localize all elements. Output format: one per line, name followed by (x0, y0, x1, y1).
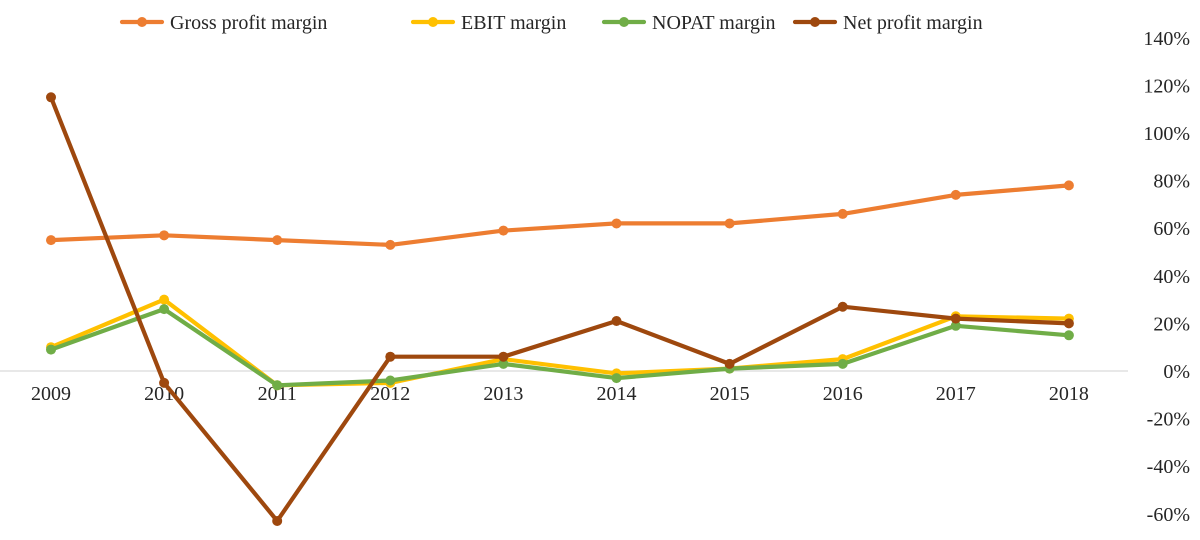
data-point (611, 316, 622, 327)
x-tick-label: 2013 (483, 383, 523, 405)
x-tick-label: 2018 (1049, 383, 1089, 405)
legend-item: Net profit margin (792, 12, 983, 34)
legend-label: Gross profit margin (170, 12, 327, 34)
data-point (1063, 318, 1074, 329)
series-line (48, 307, 1072, 388)
data-point (950, 189, 961, 200)
data-point (46, 344, 56, 355)
y-tick-label: 140% (1143, 28, 1190, 50)
data-point (950, 320, 961, 331)
data-point (385, 375, 396, 386)
y-tick-label: -20% (1147, 409, 1190, 431)
legend-label: NOPAT margin (652, 12, 776, 34)
y-tick-label: 20% (1153, 313, 1190, 335)
data-point (385, 239, 396, 250)
data-point (498, 225, 509, 236)
y-tick-label: 100% (1143, 123, 1190, 145)
series-net-profit-margin (46, 92, 1074, 526)
data-point (837, 301, 848, 312)
data-point (837, 208, 848, 219)
data-point (385, 351, 396, 362)
data-point (724, 358, 735, 369)
legend-label: EBIT margin (461, 12, 566, 34)
y-tick-label: 120% (1143, 75, 1190, 97)
data-point (272, 235, 283, 246)
data-point (724, 218, 735, 229)
data-point (498, 358, 509, 369)
y-tick-label: -60% (1147, 504, 1190, 526)
data-point (159, 230, 170, 241)
legend-label: Net profit margin (843, 12, 983, 34)
series-ebit-margin (46, 294, 1074, 391)
data-point (611, 373, 622, 384)
x-tick-label: 2014 (597, 383, 637, 405)
y-axis: -60% -40% -20% 0% 20% 40% 60% 80% 100% 120% 140% (1143, 28, 1190, 526)
series-line (48, 95, 1072, 524)
x-tick-label: 2017 (936, 383, 976, 405)
legend-swatch-marker (810, 17, 820, 27)
legend-swatch-marker (428, 17, 438, 27)
data-point (46, 92, 56, 103)
data-point (611, 218, 622, 229)
legend: Gross profit margin EBIT margin NOPAT marg… (119, 12, 983, 34)
data-point (159, 377, 170, 388)
data-point (272, 380, 283, 391)
x-tick-label: 2010 (144, 383, 184, 405)
x-tick-label: 2009 (31, 383, 71, 405)
y-tick-label: 40% (1153, 266, 1190, 288)
x-tick-label: 2015 (710, 383, 750, 405)
data-point (837, 358, 848, 369)
data-point (498, 351, 509, 362)
x-tick-label: 2016 (823, 383, 863, 405)
y-tick-label: 60% (1153, 218, 1190, 240)
legend-item: Gross profit margin (119, 12, 327, 34)
data-point (159, 304, 170, 315)
legend-swatch-marker (137, 17, 147, 27)
series-line (48, 183, 1072, 247)
data-point (1063, 330, 1074, 341)
legend-item: EBIT margin (410, 12, 566, 34)
y-tick-label: 0% (1163, 361, 1190, 383)
x-tick-label: 2011 (258, 383, 297, 405)
x-tick-label: 2012 (370, 383, 410, 405)
series-gross-profit-margin (46, 180, 1074, 250)
y-tick-label: 80% (1153, 171, 1190, 193)
data-point (46, 235, 56, 246)
legend-swatch-marker (619, 17, 629, 27)
y-tick-label: -40% (1147, 456, 1190, 478)
series-nopat-margin (46, 304, 1074, 391)
data-point (950, 313, 961, 324)
plot-area (46, 92, 1074, 526)
series-line (48, 297, 1072, 388)
data-point (159, 294, 170, 305)
data-point (1063, 180, 1074, 191)
legend-item: NOPAT margin (601, 12, 776, 34)
data-point (272, 515, 283, 526)
